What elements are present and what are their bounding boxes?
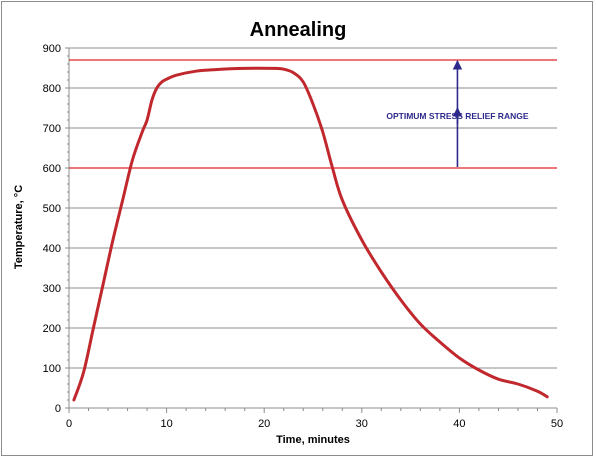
annotation-layer: OPTIMUM STRESS RELIEF RANGE bbox=[386, 60, 529, 167]
range-annotation-label: OPTIMUM STRESS RELIEF RANGE bbox=[386, 111, 528, 121]
gridlines bbox=[69, 47, 557, 369]
y-tick-label: 100 bbox=[43, 363, 61, 375]
y-tick-label: 0 bbox=[55, 403, 61, 415]
x-tick-label: 0 bbox=[66, 418, 72, 430]
x-tick-label: 20 bbox=[258, 418, 270, 430]
y-tick-label: 600 bbox=[43, 163, 61, 175]
y-tick-label: 300 bbox=[43, 283, 61, 295]
reference-lines bbox=[69, 59, 557, 169]
y-tick-label: 900 bbox=[43, 43, 61, 55]
tick-labels: 0 100 200 300 400 500 600 700 800 900 0 10 20 30 40 50 bbox=[43, 43, 563, 430]
y-tick-label: 400 bbox=[43, 243, 61, 255]
x-tick-label: 40 bbox=[453, 418, 465, 430]
x-axis-title: Time, minutes bbox=[276, 434, 350, 446]
x-tick-label: 30 bbox=[356, 418, 368, 430]
axes bbox=[65, 47, 558, 413]
series-layer bbox=[72, 66, 549, 402]
y-tick-label: 500 bbox=[43, 203, 61, 215]
y-tick-label: 200 bbox=[43, 323, 61, 335]
y-axis-title: Temperature, °C bbox=[13, 185, 25, 269]
chart-title: Annealing bbox=[250, 19, 347, 41]
y-tick-label: 700 bbox=[43, 123, 61, 135]
x-tick-label: 50 bbox=[551, 418, 563, 430]
temperature-series-line bbox=[72, 66, 549, 402]
y-tick-label: 800 bbox=[43, 83, 61, 95]
x-tick-label: 10 bbox=[160, 418, 172, 430]
